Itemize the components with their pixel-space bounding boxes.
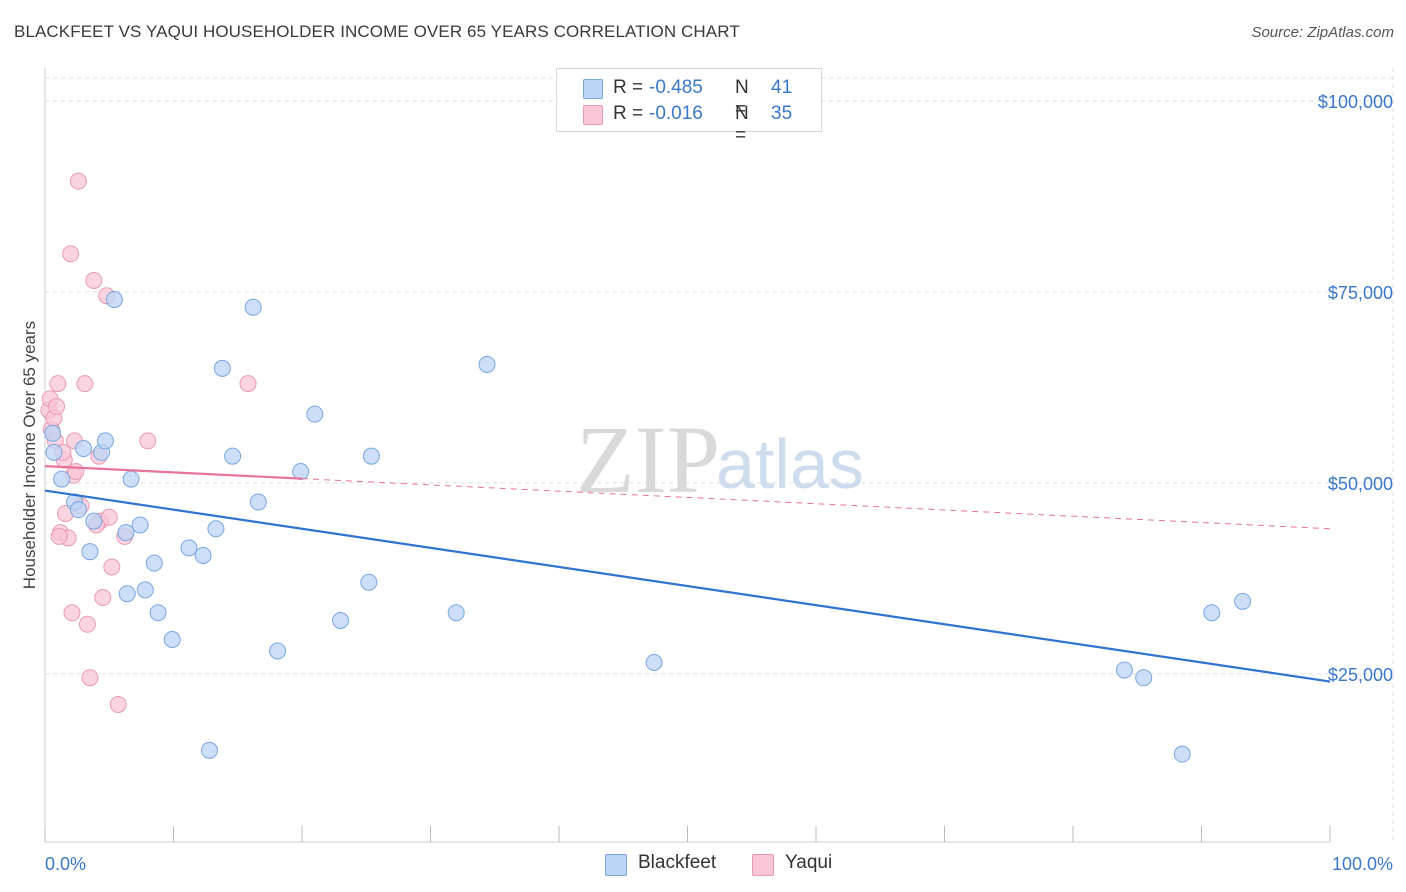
watermark-atlas: atlas <box>716 425 864 503</box>
yaqui-point <box>50 527 68 545</box>
blackfeet-point <box>447 604 465 622</box>
blackfeet-point <box>81 543 99 561</box>
blackfeet-point <box>478 356 496 373</box>
blackfeet-point <box>224 447 242 465</box>
blackfeet-point <box>1234 592 1252 610</box>
legend-r-value: -0.016 <box>649 103 703 124</box>
blackfeet-point <box>194 547 212 564</box>
blackfeet-point <box>1203 604 1221 622</box>
blackfeet-point <box>292 462 310 480</box>
trend-lines <box>44 465 1331 683</box>
legend-n-value: 41 <box>771 77 793 98</box>
x-tick-label-right: 100.0% <box>1332 854 1393 874</box>
blackfeet-swatch <box>605 854 627 876</box>
yaqui-trend-line-solid <box>44 465 303 480</box>
blackfeet-points <box>44 291 1252 763</box>
yaqui-point <box>48 398 66 416</box>
watermark-zip: ZIP <box>576 406 720 513</box>
source-label: Source: ZipAtlas.com <box>1251 24 1394 41</box>
y-tick-label: $100,000 <box>1318 92 1393 112</box>
x-tick-label-left: 0.0% <box>45 854 86 874</box>
yaqui-point <box>85 271 103 289</box>
yaqui-point <box>63 604 81 622</box>
y-tick-label: $75,000 <box>1328 283 1393 303</box>
yaqui-point <box>49 375 67 393</box>
blackfeet-point <box>105 291 123 309</box>
yaqui-point <box>239 375 257 393</box>
chart-title: BLACKFEET VS YAQUI HOUSEHOLDER INCOME OV… <box>14 22 740 41</box>
blackfeet-point <box>332 611 350 629</box>
stats-legend: R = -0.485 N = 41 R = -0.016 N = 35 <box>556 68 822 146</box>
y-tick-label: $25,000 <box>1328 665 1393 685</box>
yaqui-point <box>76 375 94 393</box>
blackfeet-point <box>122 470 140 488</box>
blackfeet-point <box>145 554 163 572</box>
yaqui-points <box>40 172 257 713</box>
yaqui-point <box>81 669 99 687</box>
y-tick-label: $50,000 <box>1328 474 1393 494</box>
yaqui-swatch <box>752 854 774 876</box>
blackfeet-point <box>85 512 103 530</box>
blackfeet-point <box>45 443 63 461</box>
yaqui-label: Yaqui <box>785 852 833 873</box>
blackfeet-point <box>306 405 324 423</box>
blackfeet-point <box>362 447 380 465</box>
blackfeet-point <box>249 493 267 511</box>
blackfeet-swatch <box>583 79 603 99</box>
yaqui-point <box>67 462 85 480</box>
yaqui-point <box>103 558 121 576</box>
blackfeet-point <box>645 653 663 671</box>
legend-r-value: -0.485 <box>649 77 703 98</box>
y-axis-label: Householder Income Over 65 years <box>20 320 39 590</box>
yaqui-point <box>69 172 87 190</box>
blackfeet-point <box>1135 669 1153 687</box>
axes <box>44 68 1331 843</box>
blackfeet-point <box>213 359 231 377</box>
blackfeet-point <box>69 501 87 519</box>
blackfeet-point <box>269 642 287 660</box>
blackfeet-point <box>44 424 62 442</box>
legend-r-label: R = <box>613 103 644 124</box>
blackfeet-point <box>96 432 114 450</box>
legend-r-label: R = <box>613 77 644 98</box>
yaqui-point <box>62 245 80 263</box>
blackfeet-point <box>360 573 378 591</box>
blackfeet-point <box>75 440 93 458</box>
blackfeet-trend-line <box>44 489 1331 683</box>
yaqui-point <box>109 695 127 713</box>
blackfeet-point <box>149 604 167 622</box>
yaqui-swatch <box>583 105 603 125</box>
blackfeet-point <box>136 581 154 599</box>
blackfeet-point <box>131 516 149 534</box>
blackfeet-point <box>118 585 136 603</box>
legend-n-label: N = <box>735 77 749 120</box>
blackfeet-point <box>1115 661 1133 679</box>
blackfeet-point <box>207 520 225 538</box>
legend-n-value: 35 <box>771 103 793 124</box>
blackfeet-point <box>244 298 262 316</box>
legend-n-label: N = <box>735 103 749 146</box>
blackfeet-point <box>1173 745 1191 763</box>
yaqui-point <box>78 615 96 633</box>
tick-labels: $25,000 $50,000 $75,000 $100,000 0.0% 100.0% <box>45 92 1393 874</box>
blackfeet-point <box>163 631 181 649</box>
yaqui-point <box>94 589 112 607</box>
blackfeet-label: Blackfeet <box>638 852 717 873</box>
yaqui-point <box>100 508 118 526</box>
blackfeet-point <box>117 524 135 542</box>
blackfeet-point <box>200 741 218 759</box>
blackfeet-point <box>53 470 71 488</box>
blackfeet-point <box>180 539 198 557</box>
yaqui-point <box>139 432 157 450</box>
